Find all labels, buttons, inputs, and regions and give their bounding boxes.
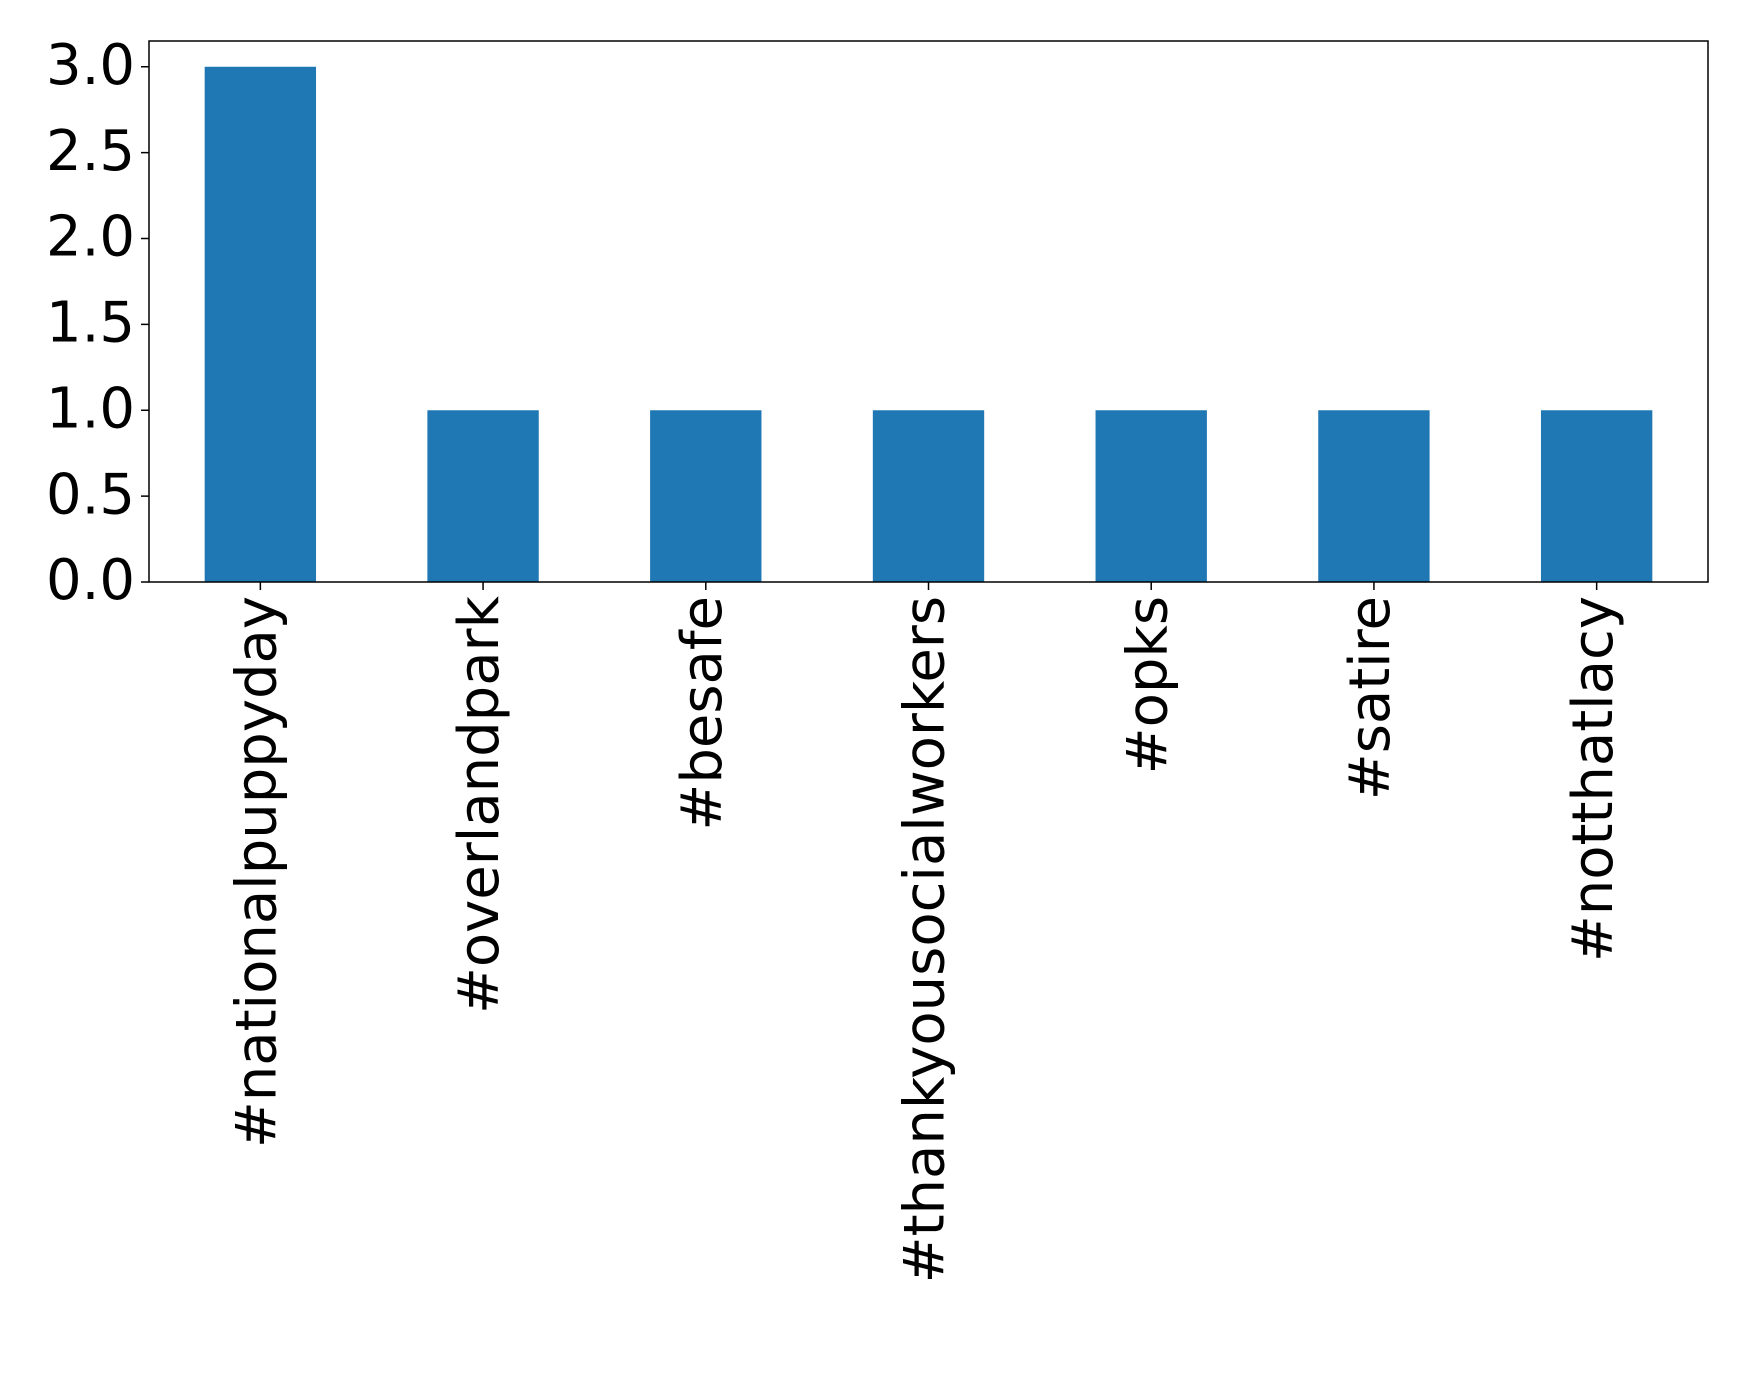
y-tick-label: 1.5 <box>46 291 135 356</box>
x-tick-label: #thankyousocialworkers <box>893 596 958 1283</box>
y-tick-label: 0.0 <box>46 548 135 613</box>
bar <box>872 410 985 582</box>
x-tick-label: #notthatlacy <box>1561 596 1626 962</box>
bar <box>427 410 539 582</box>
bar <box>1318 410 1430 582</box>
y-tick-label: 0.5 <box>46 462 135 527</box>
x-tick-label: #satire <box>1338 596 1403 800</box>
x-tick-label: #nationalpuppyday <box>224 596 289 1148</box>
x-tick-label: #opks <box>1115 596 1180 774</box>
x-tick-label: #besafe <box>670 596 735 831</box>
bar <box>1095 410 1207 582</box>
x-tick-label: #overlandpark <box>447 595 512 1014</box>
y-tick-label: 3.0 <box>46 33 135 98</box>
bar <box>1540 410 1653 582</box>
bar <box>650 410 762 582</box>
y-tick-label: 2.0 <box>46 205 135 270</box>
plot-frame <box>148 40 1709 583</box>
bar <box>204 66 317 582</box>
y-tick-label: 2.5 <box>46 119 135 184</box>
y-tick-label: 1.0 <box>46 376 135 441</box>
